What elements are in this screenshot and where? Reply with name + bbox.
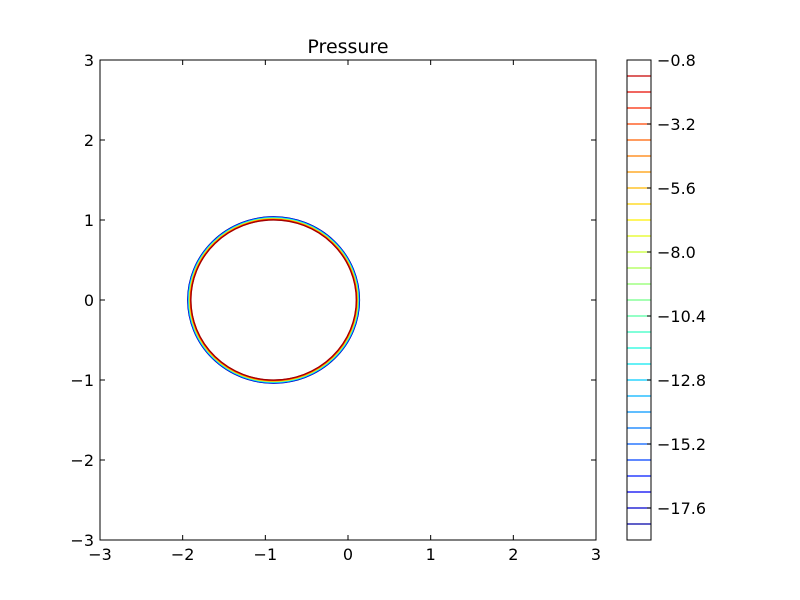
y-tick-label: 2 [84,131,94,150]
x-tick-label: 1 [426,545,436,564]
colorbar-tick-label: −3.2 [657,115,696,134]
chart-title: Pressure [307,36,388,58]
x-tick-label: 3 [591,545,601,564]
contour-line [190,219,357,381]
x-axis: −3 −2 −1 0 1 2 3 [88,60,601,564]
colorbar-tick-label: −8.0 [657,243,696,262]
colorbar-tick-label: −0.8 [657,51,696,70]
y-tick-label: 1 [84,211,94,230]
y-tick-label: 0 [84,291,94,310]
contour-lines [187,216,361,384]
x-tick-label: −1 [254,545,278,564]
colorbar-frame [626,59,652,541]
plot-background [100,60,596,540]
y-tick-label: −2 [70,451,94,470]
x-tick-label: −3 [88,545,112,564]
colorbar-tick-label: −5.6 [657,179,696,198]
colorbar-tick-label: −17.6 [657,499,706,518]
colorbar: −0.8 −3.2 −5.6 −8.0 −10.4 −12.8 −15.2 −17.6 [626,51,706,541]
x-tick-label: −2 [171,545,195,564]
colorbar-tick-label: −15.2 [657,435,706,454]
y-axis: −3 −2 −1 0 1 2 3 [70,51,596,550]
colorbar-tick-label: −12.8 [657,371,706,390]
colorbar-tick-label: −10.4 [657,307,706,326]
x-tick-label: 2 [508,545,518,564]
y-tick-label: −1 [70,371,94,390]
colorbar-level-lines [627,75,651,525]
plot-area: −3 −2 −1 0 1 2 3 −3 −2 −1 0 1 2 3 [70,51,601,564]
y-tick-label: 3 [84,51,94,70]
x-tick-label: 0 [343,545,353,564]
colorbar-ticks: −0.8 −3.2 −5.6 −8.0 −10.4 −12.8 −15.2 −17.6 [647,51,706,518]
y-tick-label: −3 [70,531,94,550]
